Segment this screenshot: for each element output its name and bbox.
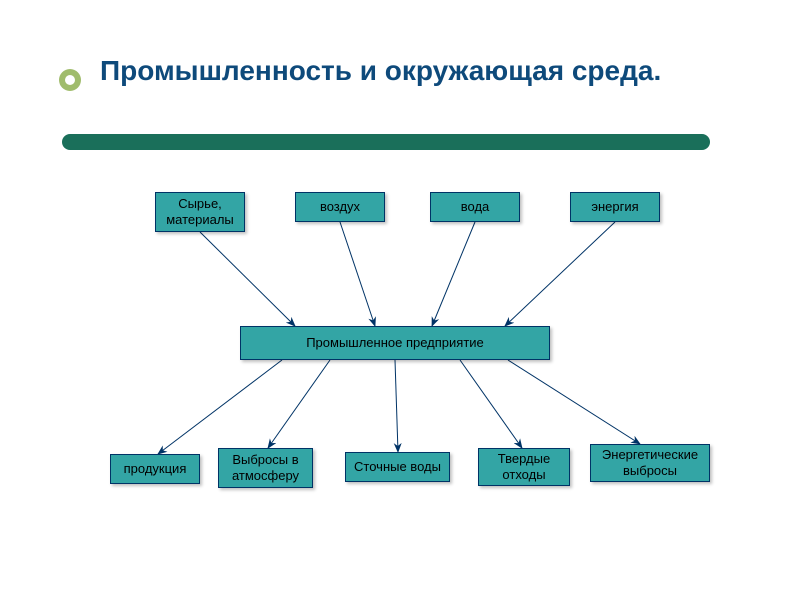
edge-raw-to-plant [200, 232, 295, 326]
node-product: продукция [110, 454, 200, 484]
slide-title: Промышленность и окружающая среда. [100, 55, 661, 87]
node-raw: Сырье, материалы [155, 192, 245, 232]
node-energy: энергия [570, 192, 660, 222]
edge-plant-to-solid [460, 360, 522, 448]
diagram-edges [0, 0, 800, 600]
edge-plant-to-sewage [395, 360, 398, 452]
edge-air-to-plant [340, 222, 375, 326]
edge-plant-to-eemit [508, 360, 640, 444]
node-air: воздух [295, 192, 385, 222]
title-bullet-inner [65, 75, 75, 85]
node-emission: Выбросы в атмосферу [218, 448, 313, 488]
edge-plant-to-product [158, 360, 282, 454]
node-solid: Твердые отходы [478, 448, 570, 486]
title-underline [62, 134, 710, 150]
node-sewage: Сточные воды [345, 452, 450, 482]
node-eemit: Энергетические выбросы [590, 444, 710, 482]
slide: { "title": { "text": "Промышленность и о… [0, 0, 800, 600]
edge-water-to-plant [432, 222, 475, 326]
node-water: вода [430, 192, 520, 222]
node-plant: Промышленное предприятие [240, 326, 550, 360]
edge-energy-to-plant [505, 222, 615, 326]
edge-plant-to-emission [268, 360, 330, 448]
